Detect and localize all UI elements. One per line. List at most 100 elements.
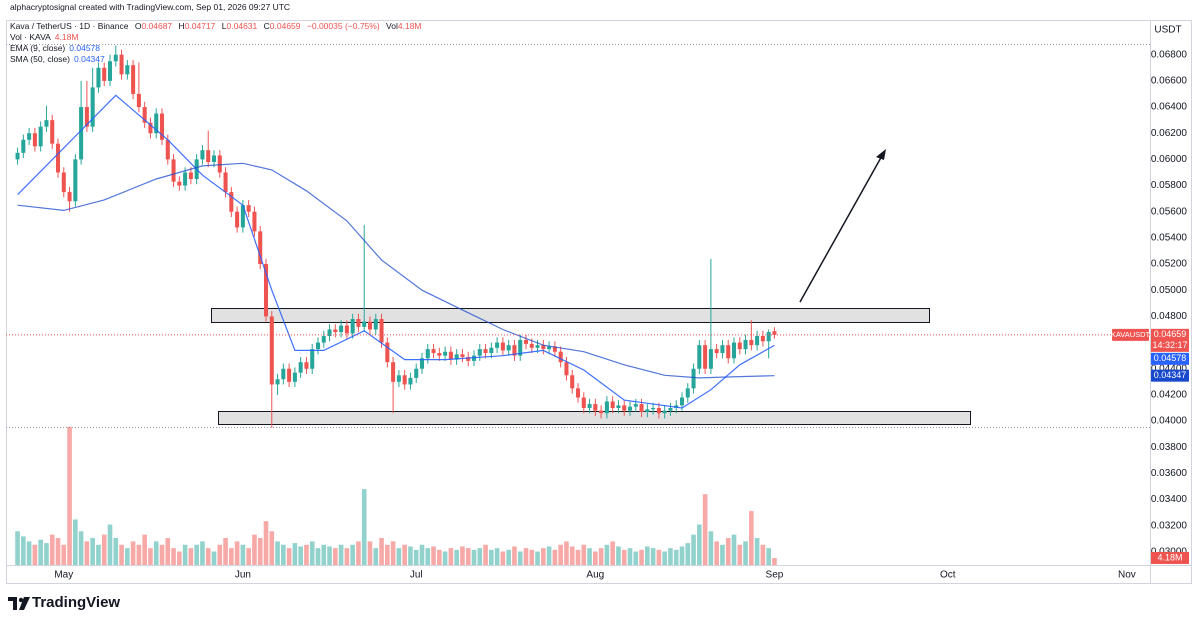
volume-bar [569,546,575,565]
volume-bar [177,551,182,565]
volume-bar [32,544,38,565]
sma-legend: SMA (50, close) 0.04347 [10,54,422,65]
candle-body [668,407,673,411]
candle-body [136,93,141,108]
volume-bar [130,541,136,565]
volume-bar [165,538,171,565]
candle-body [269,316,274,385]
volume-bar [159,544,165,565]
candle-body [356,319,361,327]
brand: TradingView [32,594,121,611]
candle-body [691,368,696,389]
candle-body [90,87,95,127]
candle-body [437,353,442,356]
volume-tag-bg [1151,551,1189,564]
resistance-box [211,308,930,323]
candle-body [529,343,534,348]
candle-body [50,120,55,144]
candle-body [651,407,656,410]
volume-pane [15,426,777,565]
candle-body [235,211,240,228]
candle-body [593,404,598,411]
volume-bar [610,541,615,565]
ema-name: EMA (9, close) [10,43,66,53]
ohlc-letter: L [221,21,227,31]
volume-bar [338,544,344,565]
candle-body [15,152,20,160]
volume-bar [211,551,217,565]
candle-body [633,404,638,407]
ema-legend: EMA (9, close) 0.04578 [10,43,422,54]
candle-body [362,321,367,327]
volume-bar [327,546,332,565]
candle-body [760,336,765,342]
volume-bar [697,524,702,565]
volume-bar [546,546,552,565]
x-tick-label: Nov [1118,570,1136,581]
high-value: 0.04717 [184,21,216,31]
volume-bar [26,541,32,565]
volume-bar [772,557,777,565]
volume-bar [593,551,598,565]
y-tick-label: 0.04800 [1151,311,1188,322]
symbol-tag: KAVAUSDT [1111,330,1151,339]
volume-bar [691,534,696,565]
candle-body [304,362,309,369]
open-value: 0.04687 [141,21,173,31]
volume-bar [564,541,569,565]
x-tick-label: Jul [410,570,423,581]
candle-body [21,139,26,153]
candle-body [506,345,511,351]
candle-body [315,342,321,350]
candle-body [275,379,280,385]
indicator-tag: 0.04347 [1154,370,1187,380]
volume-bar [673,549,679,565]
candle-body [679,397,685,406]
y-tick-label: 0.06400 [1151,102,1188,113]
legend: alphacryptosignal created with TradingVi… [10,2,422,65]
volume-bar [194,544,199,565]
volume-bar [15,531,20,565]
volume-bar [581,544,587,565]
volume-bar [281,544,286,565]
volume-bar [465,548,471,565]
candle-body [622,405,627,411]
vol-prefix: Vol [386,21,398,31]
candle-body [656,407,661,414]
candle-body [96,67,101,88]
volume-bar [587,548,592,565]
sma-last: 0.04347 [74,54,105,64]
candle-body [610,401,615,408]
ema-last: 0.04578 [69,43,101,53]
candle-body [55,143,61,173]
volume-bar [523,548,529,565]
volume-bar [246,548,251,565]
candle-body [310,349,315,369]
volume-bar [720,544,725,565]
volume-bar [535,551,540,565]
volume-bar [725,538,731,565]
candle-body [443,351,448,356]
volume-bar [471,549,477,565]
volume-bar [67,426,72,565]
volume-bar [460,546,465,565]
volume-bar [292,543,298,565]
candle-body [252,211,257,232]
volume-bar [390,541,396,565]
candle-body [408,377,413,385]
volume-bar [90,538,95,565]
candle-body [281,368,286,380]
candle-body [697,345,702,369]
y-tick-label: 0.06200 [1151,128,1188,139]
volume-bar [49,534,55,565]
volume-bar [78,531,84,565]
candle-body [570,375,575,389]
volume-bar [489,549,494,565]
volume-last: 4.18M [54,32,79,42]
volume-bar [396,548,402,565]
indicator-line [17,162,775,379]
y-tick-label: 0.05000 [1151,285,1188,296]
candle-body [483,349,488,354]
volume-bar [38,539,43,565]
countdown: 14:32:17 [1152,340,1187,350]
